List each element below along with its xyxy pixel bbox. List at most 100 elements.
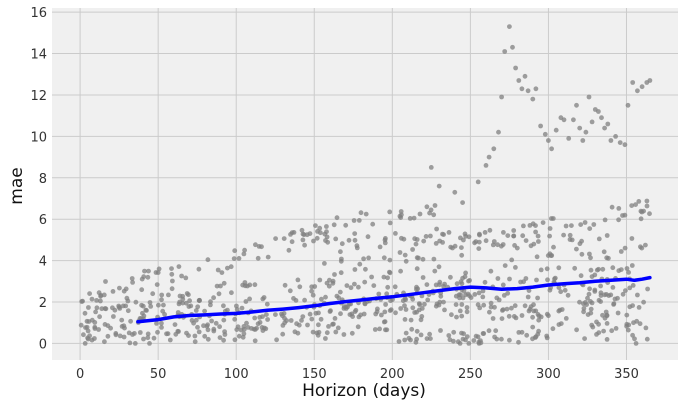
data-point bbox=[468, 295, 474, 300]
data-point bbox=[547, 233, 552, 239]
data-point bbox=[635, 88, 640, 94]
data-point bbox=[563, 316, 569, 321]
data-point bbox=[301, 232, 307, 238]
data-point bbox=[500, 282, 506, 288]
data-point bbox=[454, 281, 460, 287]
data-point bbox=[499, 243, 504, 249]
data-point bbox=[170, 278, 175, 284]
data-point bbox=[596, 321, 601, 327]
data-point bbox=[630, 332, 635, 338]
y-axis-ticks: 0 2 4 6 8 10 12 14 16 bbox=[30, 6, 47, 352]
data-point bbox=[186, 292, 191, 298]
y-tick-label: 14 bbox=[30, 48, 47, 63]
data-point bbox=[123, 303, 129, 309]
data-point bbox=[358, 210, 364, 216]
data-point bbox=[424, 336, 430, 341]
data-point bbox=[156, 266, 162, 272]
data-point bbox=[299, 318, 304, 323]
data-point bbox=[587, 251, 592, 257]
data-point bbox=[377, 326, 382, 332]
data-point bbox=[647, 78, 653, 83]
data-point bbox=[85, 328, 91, 334]
data-point bbox=[509, 305, 514, 311]
data-point bbox=[608, 292, 614, 298]
data-point bbox=[624, 312, 630, 318]
data-point bbox=[156, 302, 161, 308]
data-point bbox=[556, 322, 562, 327]
data-point bbox=[403, 297, 408, 303]
data-point bbox=[579, 251, 585, 257]
data-point bbox=[229, 290, 234, 296]
data-point bbox=[596, 109, 601, 114]
data-point bbox=[463, 270, 468, 276]
data-point bbox=[361, 311, 367, 317]
data-point bbox=[511, 314, 517, 319]
data-point bbox=[441, 299, 446, 305]
data-point bbox=[520, 233, 526, 239]
data-point bbox=[589, 322, 595, 328]
data-point bbox=[373, 311, 379, 317]
data-point bbox=[585, 295, 590, 301]
data-point bbox=[516, 339, 521, 345]
data-point bbox=[232, 316, 238, 322]
data-point bbox=[504, 306, 510, 312]
data-point bbox=[172, 322, 178, 327]
data-point bbox=[623, 288, 628, 293]
data-point bbox=[472, 292, 478, 297]
x-axis-ticks: 0 50 100 150 200 250 300 350 bbox=[76, 367, 639, 382]
data-point bbox=[215, 267, 221, 273]
data-point bbox=[273, 236, 278, 242]
data-point bbox=[610, 265, 616, 271]
data-point bbox=[249, 326, 254, 331]
data-point bbox=[545, 277, 550, 283]
data-point bbox=[197, 298, 202, 304]
y-tick-label: 10 bbox=[30, 130, 47, 145]
data-point bbox=[205, 257, 211, 263]
data-point bbox=[218, 283, 223, 289]
data-point bbox=[130, 332, 135, 337]
data-point bbox=[418, 332, 424, 338]
data-point bbox=[464, 309, 470, 315]
data-point bbox=[87, 333, 92, 339]
data-point bbox=[574, 102, 579, 108]
data-point bbox=[516, 78, 522, 83]
data-point bbox=[634, 318, 640, 324]
data-point bbox=[252, 282, 258, 288]
data-point bbox=[316, 322, 321, 328]
data-point bbox=[376, 291, 382, 297]
data-point bbox=[511, 228, 517, 233]
data-point bbox=[601, 249, 607, 255]
data-point bbox=[495, 276, 501, 281]
data-point bbox=[193, 317, 199, 323]
data-point bbox=[402, 337, 408, 343]
data-point bbox=[499, 316, 505, 321]
data-point bbox=[482, 279, 488, 285]
data-point bbox=[105, 333, 111, 339]
data-point bbox=[487, 309, 492, 315]
data-point bbox=[312, 284, 318, 289]
data-point bbox=[356, 218, 362, 223]
data-point bbox=[222, 329, 228, 334]
data-point bbox=[546, 313, 551, 319]
data-point bbox=[440, 240, 445, 245]
data-point bbox=[192, 333, 198, 339]
data-point bbox=[255, 255, 261, 261]
data-point bbox=[528, 243, 534, 249]
data-point bbox=[536, 317, 542, 323]
data-point bbox=[549, 216, 554, 221]
data-point bbox=[414, 286, 419, 292]
data-point bbox=[299, 227, 305, 233]
data-point bbox=[459, 313, 465, 319]
data-point bbox=[84, 324, 90, 330]
y-tick-label: 2 bbox=[39, 296, 47, 311]
data-point bbox=[459, 330, 464, 336]
data-point bbox=[384, 327, 390, 333]
data-point bbox=[460, 275, 465, 281]
data-point bbox=[370, 221, 376, 227]
data-point bbox=[289, 239, 295, 245]
data-point bbox=[139, 276, 145, 282]
data-point bbox=[344, 283, 350, 288]
data-point bbox=[499, 94, 504, 100]
data-point bbox=[205, 322, 211, 328]
